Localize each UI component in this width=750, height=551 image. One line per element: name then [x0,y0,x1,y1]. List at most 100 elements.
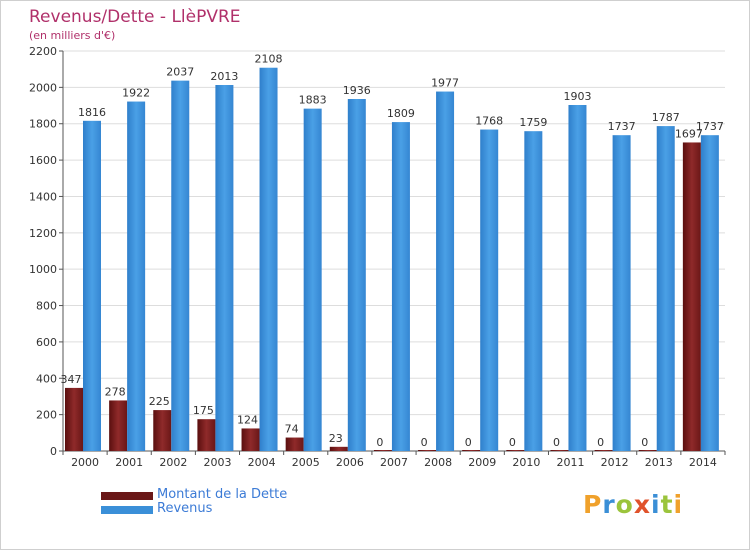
logo-letter: P [583,490,603,519]
y-tick-label: 1600 [29,154,57,167]
x-tick-label: 2005 [292,456,320,469]
value-label-debt: 0 [553,436,560,449]
y-tick-label: 2000 [29,81,57,94]
value-label-revenue: 1903 [563,90,591,103]
bar-revenue [436,91,455,451]
bar-revenue [480,129,499,451]
value-label-revenue: 1737 [696,120,724,133]
bar-revenue [656,126,675,451]
bar-revenue [391,122,410,451]
x-tick-label: 2003 [203,456,231,469]
value-label-debt: 0 [421,436,428,449]
value-label-debt: 0 [465,436,472,449]
bar-debt [153,410,172,451]
value-label-debt: 0 [597,436,604,449]
value-label-revenue: 2013 [210,70,238,83]
value-label-revenue: 1759 [519,116,547,129]
bar-debt [197,419,216,451]
x-tick-label: 2008 [424,456,452,469]
logo-letter: i [673,490,684,519]
logo-letter: t [660,490,674,519]
chart-subtitle: (en milliers d'€) [29,29,116,42]
bar-debt [65,387,83,451]
value-label-revenue: 1922 [122,87,150,100]
logo-letter: x [633,490,651,519]
bar-debt [109,400,128,451]
y-tick-label: 400 [36,372,57,385]
bar-debt [638,450,657,451]
x-tick-label: 2006 [336,456,364,469]
x-tick-label: 2011 [557,456,585,469]
value-label-debt: 0 [509,436,516,449]
bar-revenue [259,67,278,452]
bar-debt [506,450,525,451]
value-label-revenue: 2037 [166,66,194,79]
value-label-debt: 347 [61,373,82,386]
value-label-debt: 278 [105,385,126,398]
bar-revenue [347,99,366,451]
legend-label-debt: Montant de la Dette [157,487,288,502]
value-label-debt: 0 [376,436,383,449]
x-tick-label: 2000 [71,456,99,469]
x-tick-label: 2009 [468,456,496,469]
proxiti-logo: Proxiti [583,490,683,519]
x-tick-label: 2010 [512,456,540,469]
value-label-debt: 1697 [675,127,703,140]
bar-debt [418,450,437,451]
value-label-revenue: 1787 [652,111,680,124]
bar-debt [373,450,392,451]
bar-debt [682,142,701,452]
legend-swatch-debt [101,492,153,500]
axes: 0200400600800100012001400160018002000220… [29,45,726,469]
logo-letter: i [651,490,661,519]
bar-debt [462,450,481,451]
y-tick-label: 1200 [29,227,57,240]
value-label-revenue: 1936 [343,84,371,97]
value-label-revenue: 2108 [255,53,283,66]
bar-revenue [700,135,719,451]
bar-debt [285,437,304,451]
x-tick-label: 2004 [248,456,276,469]
bar-revenue [83,120,101,452]
bar-revenue [127,101,146,451]
value-label-debt: 225 [149,395,170,408]
legend-swatch-revenue [101,506,153,514]
value-label-debt: 175 [193,404,214,417]
y-tick-label: 600 [36,336,57,349]
bar-revenue [524,131,543,451]
x-tick-label: 2014 [689,456,717,469]
value-labels: 347 1816 278 1922 225 2037 175 2013 124 2108 74 188… [61,53,724,449]
value-label-revenue: 1737 [608,120,636,133]
bar-revenue [215,85,234,451]
x-tick-label: 2007 [380,456,408,469]
x-tick-label: 2002 [159,456,187,469]
value-label-revenue: 1816 [78,106,106,119]
y-tick-label: 1400 [29,190,57,203]
y-tick-label: 200 [36,409,57,422]
x-tick-label: 2001 [115,456,143,469]
legend-label-revenue: Revenus [157,501,213,516]
value-label-debt: 124 [237,413,258,426]
logo-letter: r [602,490,616,519]
value-label-revenue: 1977 [431,77,459,90]
value-label-debt: 0 [641,436,648,449]
bar-debt [329,446,348,451]
value-label-revenue: 1768 [475,115,503,128]
x-tick-label: 2012 [601,456,629,469]
bars [65,67,719,452]
value-label-revenue: 1809 [387,107,415,120]
y-tick-label: 2200 [29,45,57,58]
y-tick-label: 1800 [29,118,57,131]
logo-letter: o [615,490,634,519]
chart-title: Revenus/Dette - LlèPVRE [29,7,241,27]
bar-debt [594,450,613,451]
bar-revenue [303,108,322,452]
y-tick-label: 800 [36,300,57,313]
bar-revenue [568,105,587,451]
y-tick-label: 1000 [29,263,57,276]
value-label-debt: 74 [285,423,299,436]
bar-revenue [171,80,190,452]
bar-revenue [612,135,631,451]
